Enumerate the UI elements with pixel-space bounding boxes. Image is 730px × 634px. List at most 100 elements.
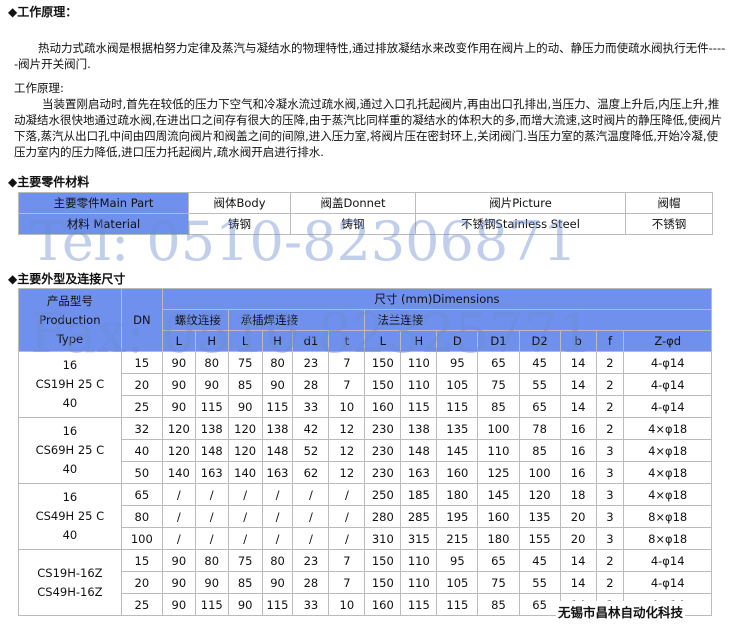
header-text: Type — [56, 331, 84, 346]
table-cell: 25 — [120, 395, 163, 418]
table-cell: 阀体Body — [188, 192, 291, 214]
table-cell: 120 — [518, 483, 561, 506]
table-cell: 140 — [227, 461, 263, 484]
table-cell: 42 — [292, 417, 330, 440]
table-cell: 85 — [227, 373, 263, 396]
table-cell: 90 — [227, 593, 263, 616]
table-cell: 160 — [364, 395, 402, 418]
table-cell: 160 — [436, 461, 479, 484]
header-cell: L — [227, 330, 263, 352]
table-cell: 3 — [595, 505, 625, 528]
table-cell: / — [194, 527, 229, 550]
table-cell: 65 — [120, 483, 163, 506]
table-cell: 28 — [292, 373, 330, 396]
table-cell: 115 — [261, 593, 294, 616]
table-cell: 28 — [292, 571, 330, 594]
table-cell: 230 — [364, 461, 402, 484]
table-cell: 180 — [477, 527, 520, 550]
table-cell: / — [292, 527, 330, 550]
table-row: 50 140 163 140 163 62 12 230 163 160 125 100 16 3 4×φ1… — [19, 461, 712, 484]
table-cell: 115 — [436, 395, 479, 418]
header-cell: D2 — [518, 330, 561, 352]
table-cell: 90 — [261, 571, 294, 594]
table-cell: 90 — [161, 571, 196, 594]
table-cell: 不锈钢 — [625, 213, 713, 235]
section-heading: ◆工作原理： — [8, 5, 78, 19]
table-cell: 115 — [261, 395, 294, 418]
table-cell: 145 — [477, 483, 520, 506]
table-cell: 75 — [477, 373, 520, 396]
table-cell: 85 — [227, 571, 263, 594]
table-cell: 140 — [161, 461, 196, 484]
table-cell: 4×φ18 — [623, 461, 712, 484]
table-cell: 80 — [194, 549, 229, 572]
table-cell: 8×φ18 — [623, 505, 712, 528]
table-cell: 115 — [400, 593, 438, 616]
table-cell: 110 — [400, 549, 438, 572]
table-cell: / — [261, 505, 294, 528]
model-text: 40 — [62, 462, 78, 476]
table-cell: 15 — [120, 549, 163, 572]
table-cell: / — [328, 505, 366, 528]
header-cell: 尺寸 (mm)Dimensions — [161, 288, 713, 310]
model-cell: CS19H-16Z CS49H-16Z — [18, 549, 122, 616]
table-row: CS19H-16Z CS49H-16Z 15 90 80 75 80 23 7 150 110 95 6… — [18, 549, 712, 616]
table-cell: / — [292, 505, 330, 528]
model-text: 16 — [62, 424, 78, 438]
paragraph: 热动力式疏水阀是根据柏努力定律及蒸汽与凝结水的物理特性,通过排放凝结水来改变作用… — [14, 41, 726, 71]
table-cell: 阀帽 — [625, 192, 713, 214]
table-cell: 65 — [518, 395, 561, 418]
header-text: 产品型号 — [46, 293, 93, 308]
table-cell: 138 — [194, 417, 229, 440]
table-cell: 4-φ14 — [623, 395, 712, 418]
header-cell: 法兰连接 — [364, 309, 712, 331]
table-row: 40 120 148 120 148 52 12 230 148 145 110 85 16 3 4×φ18 — [19, 439, 712, 462]
table-cell: 7 — [328, 571, 366, 594]
table-cell: 40 — [120, 439, 163, 462]
header-cell: t — [328, 330, 366, 352]
table-cell: 23 — [292, 351, 330, 374]
table-cell: 135 — [436, 417, 479, 440]
table-cell: 185 — [400, 483, 438, 506]
model-text: 16 — [62, 358, 78, 372]
model-text: CS49H-16Z — [37, 584, 103, 599]
table-cell: 90 — [261, 373, 294, 396]
table-cell: 14 — [559, 373, 597, 396]
table-cell: 90 — [161, 351, 196, 374]
table-cell: 85 — [518, 439, 561, 462]
dimensions-table: 产品型号 Production Type DN 尺寸 (mm)Dimensions 螺纹连… — [18, 288, 713, 616]
table-cell: 110 — [400, 351, 438, 374]
table-cell: / — [194, 483, 229, 506]
table-cell: 2 — [595, 549, 625, 572]
table-cell: / — [161, 505, 196, 528]
table-cell: 150 — [364, 571, 402, 594]
table-row: 20 90 90 85 90 28 7 150 110 105 75 55 14 2 4-φ14 — [19, 373, 712, 396]
table-cell: 160 — [477, 505, 520, 528]
table-cell: 85 — [477, 593, 520, 616]
model-cell: 16 CS69H 25 C 40 — [18, 417, 122, 484]
table-cell: 3 — [595, 483, 625, 506]
table-cell: 3 — [595, 439, 625, 462]
header-cell: D1 — [477, 330, 520, 352]
table-cell: 120 — [161, 417, 196, 440]
table-cell: 85 — [477, 395, 520, 418]
table-cell: 铸钢 — [290, 213, 416, 235]
table-cell: 105 — [436, 373, 479, 396]
table-cell: 285 — [400, 505, 438, 528]
table-cell: 150 — [364, 351, 402, 374]
header-row: 螺纹连接 承插焊连接 法兰连接 — [19, 309, 712, 331]
table-cell: 145 — [436, 439, 479, 462]
table-cell: 10 — [328, 593, 366, 616]
table-cell: / — [194, 505, 229, 528]
table-cell: 115 — [400, 395, 438, 418]
table-cell: 20 — [120, 571, 163, 594]
table-cell: 8×φ18 — [623, 527, 712, 550]
table-cell: 163 — [400, 461, 438, 484]
table-cell: 80 — [261, 351, 294, 374]
table-cell: 7 — [328, 373, 366, 396]
table-cell: 62 — [292, 461, 330, 484]
parts-table: 主要零件Main Part 阀体Body 阀盖Donnet 阀片Picture 阀帽 材料… — [18, 192, 713, 235]
table-cell: 195 — [436, 505, 479, 528]
